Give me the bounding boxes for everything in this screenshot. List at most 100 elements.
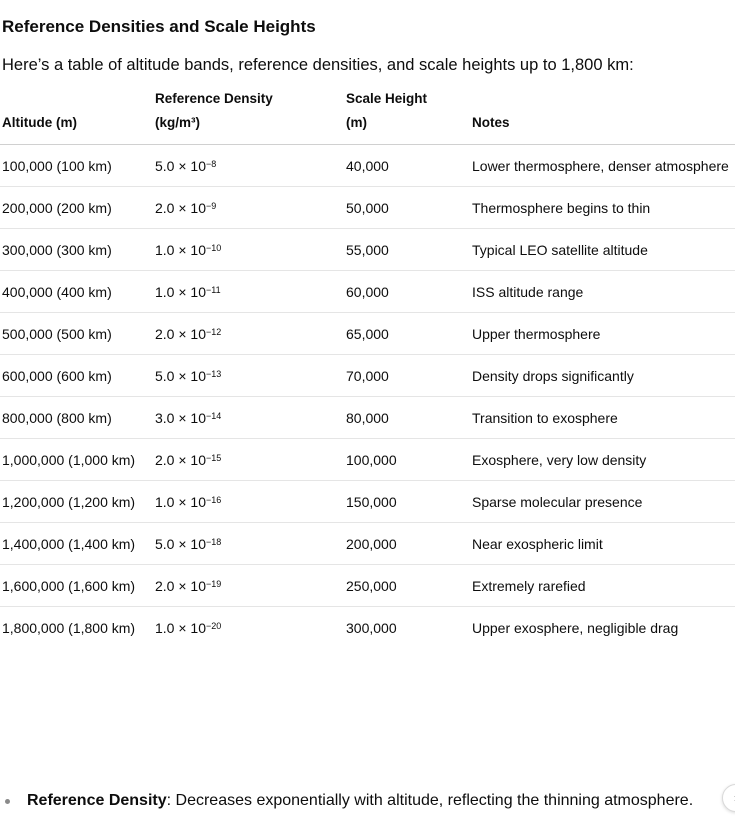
- scroll-down-button[interactable]: ›: [722, 784, 735, 812]
- density-exponent: −19: [206, 579, 222, 589]
- header-density-line1: Reference Density: [155, 91, 273, 106]
- cell-notes: Typical LEO satellite altitude: [470, 228, 735, 271]
- cell-density: 1.0 × 10−16: [153, 480, 344, 523]
- header-notes: Notes: [470, 86, 735, 145]
- cell-scale-height: 150,000: [344, 480, 470, 523]
- density-mantissa: 2.0 × 10: [155, 578, 206, 594]
- cell-density: 2.0 × 10−12: [153, 312, 344, 355]
- cell-notes: Extremely rarefied: [470, 564, 735, 607]
- density-mantissa: 1.0 × 10: [155, 242, 206, 258]
- table-row: 1,600,000 (1,600 km) 2.0 × 10−19 250,000 Ex…: [0, 564, 735, 607]
- density-mantissa: 2.0 × 10: [155, 200, 206, 216]
- density-exponent: −13: [206, 369, 222, 379]
- table-row: 600,000 (600 km) 5.0 × 10−13 70,000 Density…: [0, 354, 735, 397]
- header-scale-line2: (m): [346, 115, 367, 130]
- cell-altitude: 300,000 (300 km): [0, 228, 153, 271]
- table-row: 800,000 (800 km) 3.0 × 10−14 80,000 Transit…: [0, 396, 735, 439]
- cell-altitude: 1,400,000 (1,400 km): [0, 522, 153, 565]
- header-density: Reference Density (kg/m³): [153, 86, 344, 145]
- density-mantissa: 5.0 × 10: [155, 536, 206, 552]
- header-density-line2: (kg/m³): [155, 115, 200, 130]
- table-body: 100,000 (100 km) 5.0 × 10−8 40,000 Lower th…: [0, 144, 735, 649]
- bullet-dot-icon: [5, 799, 10, 804]
- table-row: 200,000 (200 km) 2.0 × 10−9 50,000 Thermosp…: [0, 186, 735, 229]
- density-exponent: −16: [206, 495, 222, 505]
- table-row: 100,000 (100 km) 5.0 × 10−8 40,000 Lower th…: [0, 144, 735, 187]
- table-row: 1,000,000 (1,000 km) 2.0 × 10−15 100,000 Ex…: [0, 438, 735, 481]
- header-notes-label: Notes: [472, 115, 510, 130]
- cell-scale-height: 70,000: [344, 354, 470, 397]
- table-row: 500,000 (500 km) 2.0 × 10−12 65,000 Upper t…: [0, 312, 735, 355]
- bullet-list: Reference Density: Decreases exponential…: [0, 789, 693, 813]
- cell-altitude: 400,000 (400 km): [0, 270, 153, 313]
- bullet-item: Reference Density: Decreases exponential…: [0, 789, 693, 813]
- cell-altitude: 200,000 (200 km): [0, 186, 153, 229]
- density-exponent: −14: [206, 411, 222, 421]
- cell-density: 1.0 × 10−11: [153, 270, 344, 313]
- table-header-row: Altitude (m) Reference Density (kg/m³) S…: [0, 86, 735, 145]
- cell-scale-height: 55,000: [344, 228, 470, 271]
- density-mantissa: 2.0 × 10: [155, 326, 206, 342]
- table-row: 300,000 (300 km) 1.0 × 10−10 55,000 Typical…: [0, 228, 735, 271]
- cell-scale-height: 100,000: [344, 438, 470, 481]
- cell-notes: Thermosphere begins to thin: [470, 186, 735, 229]
- cell-scale-height: 50,000: [344, 186, 470, 229]
- cell-scale-height: 40,000: [344, 144, 470, 187]
- cell-density: 2.0 × 10−9: [153, 186, 344, 229]
- cell-scale-height: 300,000: [346, 620, 397, 636]
- cell-scale-height: 65,000: [344, 312, 470, 355]
- cell-notes: Near exospheric limit: [470, 522, 735, 565]
- reference-table: Altitude (m) Reference Density (kg/m³) S…: [0, 86, 735, 648]
- density-mantissa: 5.0 × 10: [155, 368, 206, 384]
- header-altitude: Altitude (m): [0, 86, 153, 145]
- cell-notes: Transition to exosphere: [470, 396, 735, 439]
- cell-notes: Exosphere, very low density: [470, 438, 735, 481]
- cell-scale-height: 200,000: [344, 522, 470, 565]
- section-heading: Reference Densities and Scale Heights: [2, 17, 316, 36]
- cell-scale-height: 60,000: [344, 270, 470, 313]
- density-exponent: −8: [206, 159, 217, 169]
- bullet-term: Reference Density: [27, 792, 167, 809]
- cell-altitude: 1,600,000 (1,600 km): [0, 564, 153, 607]
- intro-paragraph: Here’s a table of altitude bands, refere…: [2, 56, 634, 74]
- cell-density: 5.0 × 10−8: [153, 144, 344, 187]
- density-mantissa: 1.0 × 10: [155, 284, 206, 300]
- cell-scale-height: 250,000: [344, 564, 470, 607]
- header-scale-height: Scale Height (m): [344, 86, 470, 145]
- density-exponent: −20: [206, 621, 222, 631]
- cell-notes: Lower thermosphere, denser atmosphere: [470, 144, 735, 187]
- cell-density: 1.0 × 10−10: [153, 228, 344, 271]
- cell-altitude: 800,000 (800 km): [0, 396, 153, 439]
- density-exponent: −18: [206, 537, 222, 547]
- cell-notes: ISS altitude range: [470, 270, 735, 313]
- density-mantissa: 1.0 × 10: [155, 494, 206, 510]
- density-mantissa: 2.0 × 10: [155, 452, 206, 468]
- cell-scale-height: 80,000: [344, 396, 470, 439]
- cell-density: 2.0 × 10−15: [153, 438, 344, 481]
- cell-density: 5.0 × 10−18: [153, 522, 344, 565]
- density-exponent: −12: [206, 327, 222, 337]
- cell-density: 1.0 × 10−20: [153, 607, 344, 649]
- density-exponent: −10: [206, 243, 222, 253]
- table-row: 1,200,000 (1,200 km) 1.0 × 10−16 150,000 Sp…: [0, 480, 735, 523]
- cell-altitude: 100,000 (100 km): [0, 144, 153, 187]
- cell-density: 5.0 × 10−13: [153, 354, 344, 397]
- table-row: 1,400,000 (1,400 km) 5.0 × 10−18 200,000 Ne…: [0, 522, 735, 565]
- table-row: 1,800,000 (1,800 km) 1.0 × 10−20 300,000 Up…: [0, 607, 735, 649]
- cell-notes: Upper exosphere, negligible drag: [472, 620, 679, 636]
- bullet-text: : Decreases exponentially with altitude,…: [166, 792, 694, 809]
- header-altitude-label: Altitude (m): [2, 115, 77, 130]
- density-exponent: −11: [206, 285, 221, 295]
- density-mantissa: 5.0 × 10: [155, 158, 206, 174]
- cell-altitude: 1,000,000 (1,000 km): [0, 438, 153, 481]
- cell-altitude: 1,800,000 (1,800 km): [2, 620, 136, 636]
- cell-altitude: 500,000 (500 km): [0, 312, 153, 355]
- density-mantissa: 3.0 × 10: [155, 410, 206, 426]
- cell-altitude: 1,200,000 (1,200 km): [0, 480, 153, 523]
- density-exponent: −15: [206, 453, 222, 463]
- cell-notes: Sparse molecular presence: [470, 480, 735, 523]
- cell-density: 3.0 × 10−14: [153, 396, 344, 439]
- density-exponent: −9: [206, 201, 217, 211]
- cell-density: 2.0 × 10−19: [153, 564, 344, 607]
